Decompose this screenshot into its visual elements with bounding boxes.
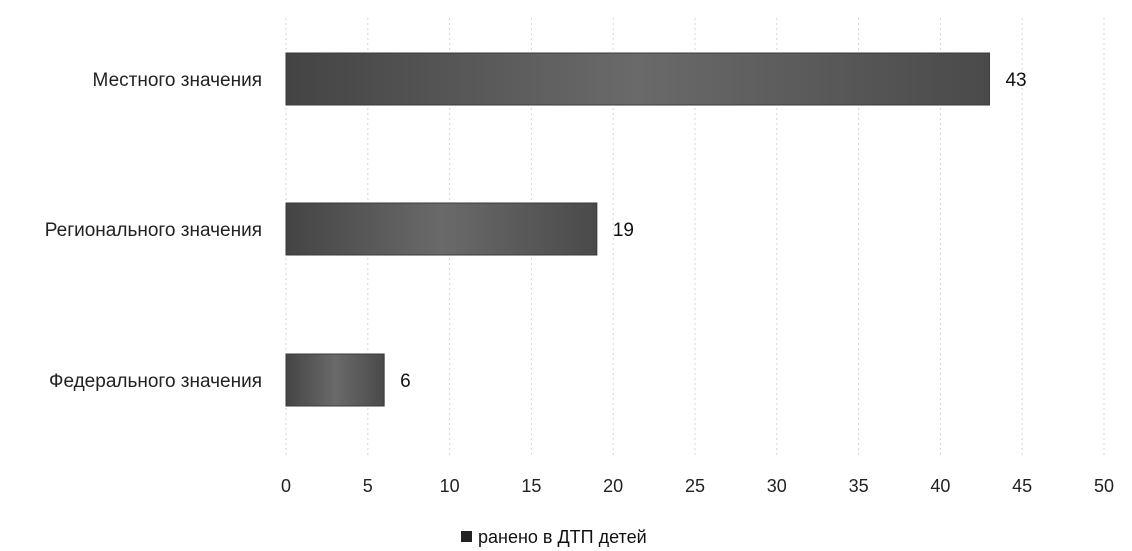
- value-axis-tick-labels: 0 5 10 15 20 25 30 35 40 45 50: [281, 476, 1114, 496]
- category-label: Регионального значения: [45, 220, 262, 241]
- x-tick-label: 25: [685, 476, 705, 496]
- bar: [285, 52, 990, 106]
- x-tick-label: 30: [767, 476, 787, 496]
- category-axis-labels: Местного значения Регионального значения Ф…: [45, 70, 262, 392]
- data-label: 6: [400, 371, 411, 392]
- x-tick-label: 50: [1094, 476, 1114, 496]
- data-label: 19: [613, 220, 634, 241]
- x-tick-label: 5: [363, 476, 373, 496]
- x-tick-label: 20: [603, 476, 623, 496]
- bar: [285, 353, 385, 407]
- bar: [285, 202, 598, 256]
- data-labels: 43 19 6: [400, 70, 1026, 392]
- legend-label: ранено в ДТП детей: [478, 527, 647, 547]
- x-tick-label: 10: [440, 476, 460, 496]
- category-label: Федерального значения: [49, 371, 262, 392]
- bars: [285, 52, 990, 407]
- x-tick-label: 35: [849, 476, 869, 496]
- data-label: 43: [1005, 70, 1026, 91]
- category-label: Местного значения: [93, 70, 262, 91]
- legend-marker: [461, 531, 472, 542]
- x-tick-label: 40: [930, 476, 950, 496]
- x-tick-label: 45: [1012, 476, 1032, 496]
- x-tick-label: 15: [521, 476, 541, 496]
- x-tick-label: 0: [281, 476, 291, 496]
- legend: ранено в ДТП детей: [461, 527, 647, 547]
